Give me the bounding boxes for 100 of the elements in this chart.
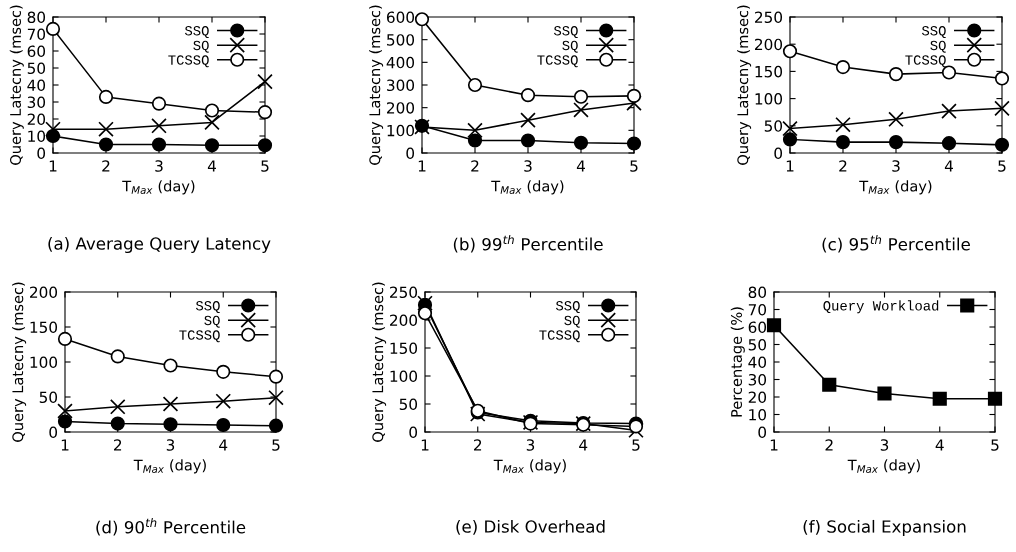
x-tick-label: 1 (49, 160, 57, 172)
legend-label: SQ (204, 315, 220, 328)
y-tick-label: 50 (39, 391, 58, 404)
y-tick-label: 0 (37, 147, 46, 160)
x-tick-label: 3 (155, 160, 163, 172)
y-tick-label: 200 (387, 102, 415, 114)
y-tick-label: 200 (390, 314, 418, 327)
y-tick-label: 150 (755, 65, 783, 78)
y-tick-label: 50 (399, 398, 418, 411)
legend-label: SSQ (921, 26, 946, 39)
y-tick-label: 300 (387, 79, 415, 92)
x-tick-label: 4 (944, 160, 953, 172)
y-tick-label: 80 (27, 11, 46, 24)
x-tick-label: 3 (892, 160, 900, 172)
y-tick-label: 0 (406, 147, 415, 160)
x-axis-title: T$_{Max}$ (day) (859, 180, 932, 195)
y-tick-label: 50 (764, 120, 783, 132)
x-tick-label: 2 (839, 160, 847, 172)
x-tick-label: 1 (786, 160, 794, 172)
legend-label: SQ (562, 40, 578, 53)
y-tick-label: 0 (774, 147, 783, 160)
y-tick-label: 250 (390, 286, 418, 299)
x-axis-title: T$_{Max}$ (day) (133, 459, 206, 474)
legend-label: TCSSQ (905, 55, 946, 68)
x-tick-label: 5 (632, 439, 640, 451)
x-tick-label: 5 (630, 160, 638, 172)
y-tick-label: 600 (386, 11, 415, 24)
legend-label: SSQ (184, 26, 209, 39)
text: (f) Social Expansion (803, 519, 966, 537)
y-axis-title: Query Latecny (msec) (12, 282, 27, 442)
y-tick-label: 150 (390, 342, 418, 355)
x-tick-label: 2 (471, 160, 479, 172)
x-tick-label: 4 (207, 160, 216, 172)
x-tick-label: 1 (770, 439, 778, 451)
legend-label: SSQ (553, 26, 578, 39)
legend-label: TCSSQ (539, 330, 580, 343)
legend-label: SSQ (195, 301, 220, 314)
y-tick-label: 250 (755, 11, 783, 24)
x-tick-label: 2 (114, 439, 122, 451)
x-tick-label: 5 (272, 439, 280, 451)
legend-label: SQ (564, 315, 580, 328)
y-tick-label: 60 (748, 321, 767, 334)
y-tick-label: 40 (748, 356, 767, 369)
y-tick-label: 10 (28, 130, 46, 143)
x-tick-label: 5 (991, 439, 999, 451)
y-axis-title: Percentage (%) (730, 307, 745, 417)
x-tick-label: 3 (880, 439, 889, 451)
y-axis-title: Query Latecny (msec) (372, 282, 387, 442)
x-tick-label: 5 (998, 160, 1006, 172)
text: (c) 95$^{th}$ Percentile (822, 235, 970, 253)
legend-label: SQ (930, 40, 946, 53)
y-tick-label: 60 (27, 45, 46, 58)
x-tick-label: 5 (261, 160, 269, 172)
legend-label: SSQ (555, 301, 580, 314)
x-axis-title: T$_{Max}$ (day) (491, 180, 564, 195)
y-tick-label: 400 (386, 56, 415, 69)
y-tick-label: 150 (30, 321, 58, 334)
y-tick-label: 100 (390, 370, 418, 383)
y-tick-label: 30 (748, 373, 767, 386)
y-tick-label: 0 (49, 426, 58, 439)
x-tick-label: 1 (421, 439, 429, 451)
x-tick-label: 3 (524, 160, 532, 172)
legend-label: TCSSQ (168, 55, 209, 68)
y-axis-title: Query Latecny (msec) (369, 5, 384, 165)
legend-label: TCSSQ (537, 55, 578, 68)
x-axis-title: T$_{Max}$ (day) (122, 180, 195, 195)
x-tick-label: 4 (219, 439, 228, 451)
x-tick-label: 3 (166, 439, 175, 451)
x-tick-label: 1 (61, 439, 69, 451)
x-tick-label: 4 (579, 439, 588, 451)
y-tick-label: 200 (30, 286, 58, 299)
y-tick-label: 50 (748, 338, 767, 351)
x-axis-title: T$_{Max}$ (day) (847, 459, 920, 474)
x-tick-label: 4 (935, 439, 944, 451)
y-tick-label: 10 (749, 408, 767, 421)
x-tick-label: 2 (102, 160, 110, 172)
x-axis-title: T$_{Max}$ (day) (493, 459, 566, 474)
y-tick-label: 200 (755, 38, 783, 51)
y-tick-label: 30 (27, 96, 46, 109)
x-tick-label: 2 (825, 439, 833, 451)
y-tick-label: 500 (387, 34, 415, 46)
x-tick-label: 2 (474, 439, 482, 451)
y-tick-label: 80 (748, 286, 767, 299)
y-tick-label: 50 (27, 62, 46, 75)
y-tick-label: 0 (409, 426, 418, 439)
y-tick-label: 100 (387, 124, 415, 137)
text: (d) 90$^{th}$ Percentile (96, 518, 246, 536)
y-tick-label: 70 (748, 303, 767, 316)
text: (e) Disk Overhead (456, 519, 605, 535)
legend-label: SQ (193, 40, 209, 53)
x-tick-label: 4 (576, 160, 585, 172)
y-tick-label: 70 (27, 28, 46, 41)
legend-label: TCSSQ (179, 330, 220, 343)
y-axis-title: Query Latecny (msec) (737, 5, 752, 165)
y-axis-title: Query Latecny (msec) (9, 5, 24, 165)
y-tick-label: 100 (30, 356, 58, 369)
y-tick-label: 100 (755, 93, 783, 105)
legend-label: Query Workload (823, 300, 939, 314)
text: (b) 99$^{th}$ Percentile (453, 235, 603, 253)
text: (a) Average Query Latency (48, 236, 271, 254)
